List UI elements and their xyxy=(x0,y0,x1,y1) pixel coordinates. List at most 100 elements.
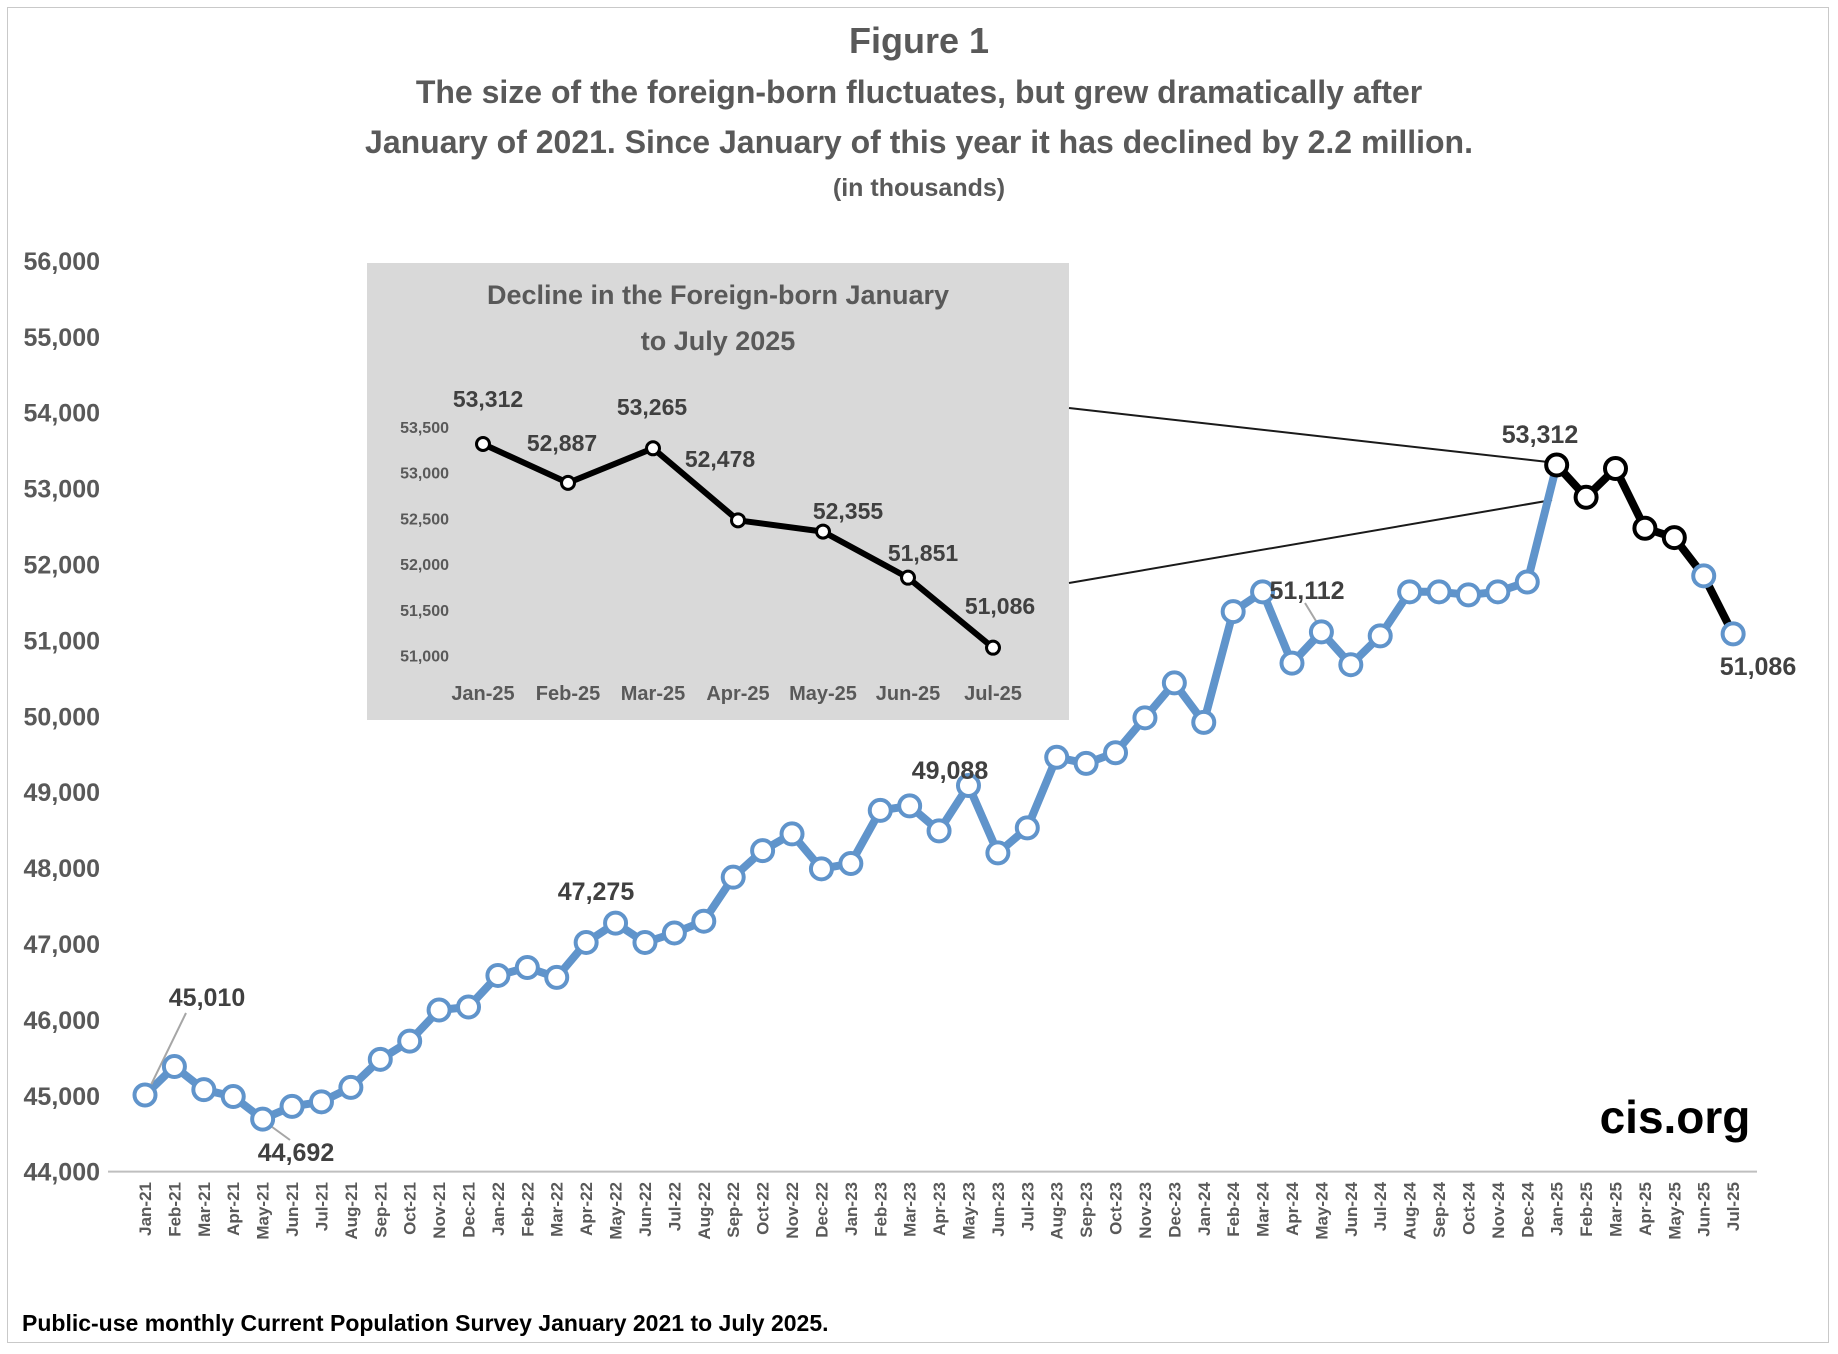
x-axis-tick-label: Sep-23 xyxy=(1077,1182,1096,1238)
inset-y-tick-label: 51,500 xyxy=(400,603,449,620)
x-axis-tick-label: Feb-24 xyxy=(1224,1181,1243,1236)
data-point-marker xyxy=(720,864,746,890)
x-axis-tick-label: Sep-24 xyxy=(1430,1181,1449,1237)
data-point-marker xyxy=(573,929,599,955)
data-point-marker xyxy=(1132,705,1158,731)
inset-title-line2: to July 2025 xyxy=(640,326,796,356)
inset-data-point-marker xyxy=(985,639,1001,656)
x-axis-tick-label: Jun-22 xyxy=(636,1182,655,1237)
x-axis-tick-label: Mar-23 xyxy=(901,1182,920,1237)
source-note: Public-use monthly Current Population Su… xyxy=(22,1310,829,1336)
inset-data-point-label: 51,086 xyxy=(965,593,1035,619)
inset-x-tick-label: Jan-25 xyxy=(451,683,514,705)
x-axis-tick-label: Apr-24 xyxy=(1283,1181,1302,1235)
data-point-marker xyxy=(191,1077,217,1103)
inset-x-tick-label: Apr-25 xyxy=(706,683,769,705)
y-axis-tick-label: 55,000 xyxy=(24,324,100,352)
inset-data-point-label: 51,851 xyxy=(888,540,959,566)
x-axis-tick-label: Apr-22 xyxy=(577,1182,596,1236)
figure-subtitle-line2: January of 2021. Since January of this y… xyxy=(365,124,1473,160)
x-axis-tick-label: Feb-22 xyxy=(518,1182,537,1237)
x-axis-tick-label: Feb-21 xyxy=(165,1182,184,1237)
x-axis-tick-label: May-24 xyxy=(1312,1181,1331,1239)
x-axis-tick-label: May-22 xyxy=(607,1182,626,1240)
inset-x-tick-label: May-25 xyxy=(789,683,857,705)
data-point-marker xyxy=(1103,740,1129,766)
x-axis-tick-label: Jan-22 xyxy=(489,1182,508,1236)
inset-data-point-marker xyxy=(475,436,491,453)
data-point-label: 45,010 xyxy=(169,984,245,1012)
data-point-marker xyxy=(632,929,658,955)
y-axis-tick-label: 44,000 xyxy=(24,1159,100,1187)
data-point-marker xyxy=(1603,456,1628,482)
y-axis-tick-label: 56,000 xyxy=(24,248,100,276)
data-point-marker xyxy=(603,910,629,936)
data-point-marker xyxy=(308,1089,334,1115)
data-point-marker xyxy=(1220,599,1246,625)
y-axis-tick-label: 45,000 xyxy=(24,1083,100,1111)
data-point-marker xyxy=(1573,484,1599,510)
inset-y-tick-label: 52,000 xyxy=(400,557,449,574)
x-axis-tick-label: Jul-24 xyxy=(1371,1181,1390,1231)
data-point-marker xyxy=(1073,750,1099,776)
x-axis-tick-label: Mar-25 xyxy=(1607,1182,1626,1237)
data-point-marker xyxy=(661,920,687,946)
inset-connector-line xyxy=(1068,499,1553,584)
x-axis-tick-label: Jul-23 xyxy=(1018,1182,1037,1231)
data-point-marker xyxy=(897,793,923,819)
data-point-marker xyxy=(397,1028,423,1054)
inset-data-point-label: 52,355 xyxy=(813,498,884,524)
x-axis-tick-label: Dec-24 xyxy=(1518,1181,1537,1237)
data-point-marker xyxy=(1308,619,1334,645)
data-point-marker xyxy=(1397,579,1423,605)
x-axis-tick-label: Oct-24 xyxy=(1459,1181,1478,1234)
data-point-label: 51,112 xyxy=(1269,577,1344,605)
x-axis-tick-label: Sep-22 xyxy=(724,1182,743,1238)
y-axis-tick-label: 54,000 xyxy=(24,400,100,428)
inset-y-tick-label: 53,500 xyxy=(400,420,449,437)
inset-y-tick-label: 51,000 xyxy=(400,649,449,666)
y-axis-tick-label: 50,000 xyxy=(24,703,100,731)
data-point-label: 51,086 xyxy=(1720,653,1796,681)
x-axis-tick-label: Aug-24 xyxy=(1401,1181,1420,1239)
data-point-marker xyxy=(1279,650,1305,676)
x-axis-tick-label: Jun-24 xyxy=(1342,1181,1361,1236)
data-point-label: 47,275 xyxy=(558,878,635,906)
data-point-marker xyxy=(1044,744,1070,770)
inset-x-tick-label: Jun-25 xyxy=(876,683,940,705)
data-point-marker xyxy=(1014,815,1040,841)
data-point-marker xyxy=(1632,515,1658,541)
inset-chart-panel xyxy=(367,263,1069,720)
figure-title: Figure 1 xyxy=(848,20,990,61)
x-axis-tick-label: Jul-21 xyxy=(312,1182,331,1231)
y-axis-tick-label: 52,000 xyxy=(24,552,100,580)
inset-data-point-marker xyxy=(900,569,916,586)
data-point-marker xyxy=(779,821,805,847)
data-point-marker xyxy=(514,954,540,980)
x-axis-tick-label: Apr-23 xyxy=(930,1182,949,1236)
data-point-marker xyxy=(985,840,1011,866)
x-axis-tick-label: Nov-22 xyxy=(783,1182,802,1239)
x-axis-tick-label: Jul-25 xyxy=(1724,1182,1743,1231)
data-point-label: 44,692 xyxy=(258,1139,334,1167)
brand-logo-text: cis.org xyxy=(1599,1091,1751,1143)
callout-leader-line xyxy=(1304,602,1317,622)
data-point-marker xyxy=(338,1074,364,1100)
x-axis-tick-label: Sep-21 xyxy=(371,1182,390,1238)
data-point-marker xyxy=(955,773,981,799)
data-point-marker xyxy=(691,908,717,934)
x-axis-tick-label: Feb-25 xyxy=(1577,1182,1596,1237)
data-point-marker xyxy=(1455,582,1481,608)
x-axis-tick-label: Jul-22 xyxy=(665,1182,684,1231)
x-axis-tick-label: Nov-23 xyxy=(1136,1182,1155,1239)
x-axis-tick-label: Nov-24 xyxy=(1489,1181,1508,1238)
data-point-marker xyxy=(808,856,834,882)
x-axis-tick-label: Aug-23 xyxy=(1048,1182,1067,1240)
data-point-marker xyxy=(838,851,864,877)
callout-leader-line xyxy=(148,1012,187,1090)
data-point-marker xyxy=(750,838,776,864)
inset-x-tick-label: Mar-25 xyxy=(621,683,685,705)
x-axis-tick-label: Jan-25 xyxy=(1548,1182,1567,1236)
data-point-marker xyxy=(544,964,570,990)
